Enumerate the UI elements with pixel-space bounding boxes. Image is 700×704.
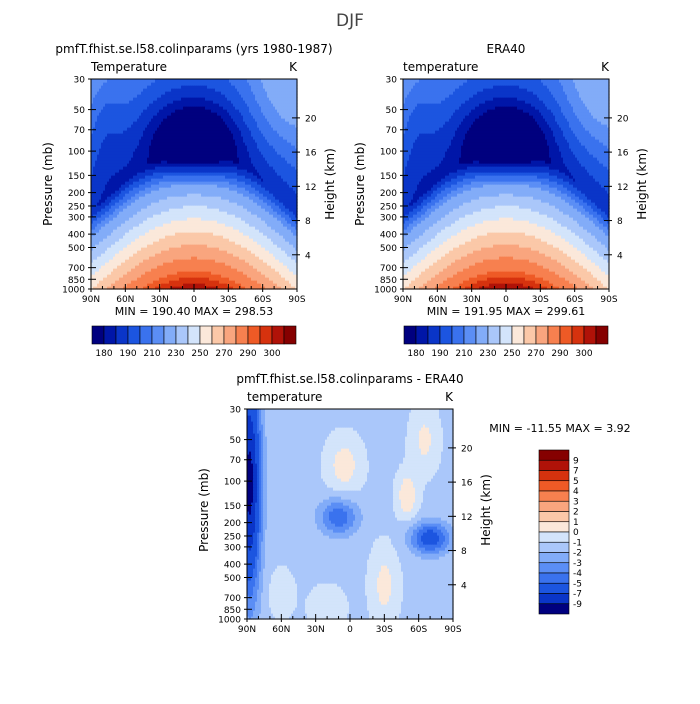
stats-label: MIN = 190.40 MAX = 298.53: [115, 305, 273, 318]
contour-field: [91, 79, 298, 290]
y-axis-label: Pressure (mb): [41, 142, 55, 226]
panel-right-label: K: [289, 60, 298, 74]
y2-axis-label: Height (km): [323, 148, 337, 219]
figure-title: DJF: [336, 11, 364, 31]
panel-left-label: Temperature: [90, 60, 167, 74]
panel-title: pmfT.fhist.se.l58.colinparams (yrs 1980-…: [55, 42, 332, 56]
model-temperature-panel: pmfT.fhist.se.l58.colinparams (yrs 1980-…: [41, 42, 337, 359]
